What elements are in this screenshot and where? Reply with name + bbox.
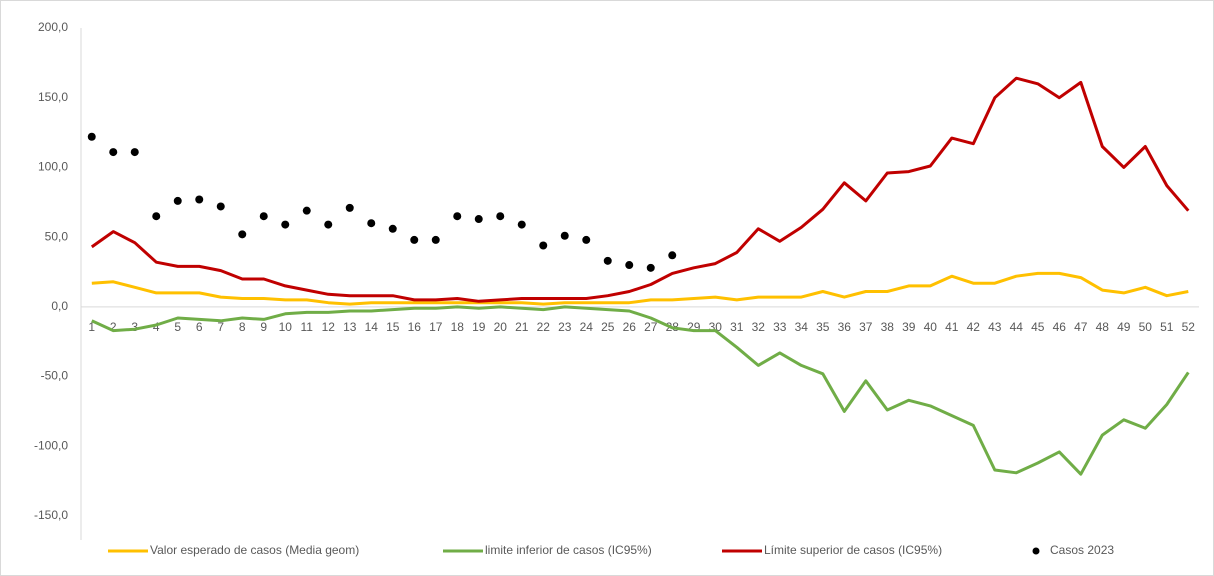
x-tick-label: 27 bbox=[644, 320, 658, 334]
data-point bbox=[410, 235, 419, 244]
y-tick-label: 0,0 bbox=[51, 299, 68, 313]
x-tick-label: 2 bbox=[110, 320, 117, 334]
x-tick-label: 7 bbox=[217, 320, 224, 334]
data-point bbox=[324, 220, 333, 229]
y-tick-label: 50,0 bbox=[45, 229, 69, 243]
data-point bbox=[625, 261, 634, 270]
data-point bbox=[388, 224, 397, 233]
x-tick-label: 3 bbox=[131, 320, 138, 334]
data-point bbox=[560, 231, 569, 240]
data-point bbox=[87, 132, 96, 141]
data-point bbox=[668, 251, 677, 260]
x-tick-label: 50 bbox=[1139, 320, 1153, 334]
legend-marker bbox=[1032, 547, 1040, 555]
x-tick-label: 14 bbox=[365, 320, 379, 334]
x-tick-label: 4 bbox=[153, 320, 160, 334]
x-tick-label: 9 bbox=[260, 320, 267, 334]
data-point bbox=[130, 148, 139, 157]
legend-label: limite inferior de casos (IC95%) bbox=[485, 543, 652, 557]
data-point bbox=[345, 203, 354, 212]
x-tick-label: 41 bbox=[945, 320, 959, 334]
x-tick-label: 34 bbox=[795, 320, 809, 334]
y-tick-label: 150,0 bbox=[38, 90, 68, 104]
y-tick-label: -50,0 bbox=[41, 369, 69, 383]
x-tick-label: 31 bbox=[730, 320, 744, 334]
x-tick-label: 24 bbox=[580, 320, 594, 334]
x-tick-label: 11 bbox=[301, 320, 314, 334]
data-point bbox=[646, 263, 655, 272]
x-tick-label: 8 bbox=[239, 320, 246, 334]
data-point bbox=[496, 212, 505, 221]
x-tick-label: 32 bbox=[752, 320, 766, 334]
legend-label: Límite superior de casos (IC95%) bbox=[764, 543, 942, 557]
data-point bbox=[216, 202, 225, 211]
data-point bbox=[259, 212, 268, 221]
y-tick-label: -100,0 bbox=[34, 438, 68, 452]
x-tick-label: 19 bbox=[472, 320, 486, 334]
series-line bbox=[91, 305, 1190, 476]
x-tick-label: 39 bbox=[902, 320, 916, 334]
data-point bbox=[517, 220, 526, 229]
data-point bbox=[453, 212, 462, 221]
legend-label: Valor esperado de casos (Media geom) bbox=[150, 543, 359, 557]
data-point bbox=[109, 148, 118, 157]
data-point bbox=[302, 206, 311, 215]
data-point bbox=[195, 195, 204, 204]
y-tick-label: 100,0 bbox=[38, 160, 68, 174]
data-point bbox=[582, 235, 591, 244]
x-tick-label: 51 bbox=[1160, 320, 1174, 334]
x-tick-label: 48 bbox=[1096, 320, 1110, 334]
x-tick-label: 45 bbox=[1031, 320, 1045, 334]
x-tick-label: 52 bbox=[1182, 320, 1196, 334]
x-tick-label: 17 bbox=[429, 320, 443, 334]
data-point bbox=[152, 212, 161, 221]
x-tick-label: 25 bbox=[601, 320, 615, 334]
x-tick-label: 21 bbox=[515, 320, 529, 334]
x-tick-label: 46 bbox=[1053, 320, 1067, 334]
x-tick-label: 5 bbox=[174, 320, 181, 334]
x-tick-label: 43 bbox=[988, 320, 1002, 334]
x-tick-label: 18 bbox=[451, 320, 465, 334]
x-tick-label: 13 bbox=[343, 320, 357, 334]
data-point bbox=[281, 220, 290, 229]
legend-label: Casos 2023 bbox=[1050, 543, 1114, 557]
x-tick-label: 20 bbox=[494, 320, 508, 334]
y-tick-label: 200,0 bbox=[38, 20, 68, 34]
x-tick-label: 15 bbox=[386, 320, 400, 334]
x-tick-label: 38 bbox=[881, 320, 895, 334]
series-line bbox=[91, 271, 1189, 306]
x-tick-label: 26 bbox=[623, 320, 637, 334]
x-tick-label: 12 bbox=[322, 320, 336, 334]
data-point bbox=[539, 241, 548, 250]
x-tick-label: 37 bbox=[859, 320, 873, 334]
x-tick-label: 40 bbox=[924, 320, 938, 334]
data-point bbox=[474, 215, 483, 224]
x-tick-label: 42 bbox=[967, 320, 981, 334]
series-line bbox=[90, 76, 1190, 303]
x-tick-label: 10 bbox=[279, 320, 293, 334]
data-point bbox=[603, 256, 612, 265]
x-tick-label: 44 bbox=[1010, 320, 1024, 334]
x-tick-label: 49 bbox=[1117, 320, 1131, 334]
x-tick-label: 1 bbox=[88, 320, 95, 334]
x-tick-label: 35 bbox=[816, 320, 830, 334]
x-tick-label: 22 bbox=[537, 320, 551, 334]
x-tick-label: 33 bbox=[773, 320, 787, 334]
data-point bbox=[238, 230, 247, 239]
y-tick-label: -150,0 bbox=[34, 508, 68, 522]
data-point bbox=[173, 196, 182, 205]
data-point bbox=[367, 219, 376, 228]
x-tick-label: 16 bbox=[408, 320, 422, 334]
data-point bbox=[431, 235, 440, 244]
x-tick-label: 23 bbox=[558, 320, 572, 334]
x-tick-label: 36 bbox=[838, 320, 852, 334]
x-tick-label: 6 bbox=[196, 320, 203, 334]
x-tick-label: 47 bbox=[1074, 320, 1088, 334]
